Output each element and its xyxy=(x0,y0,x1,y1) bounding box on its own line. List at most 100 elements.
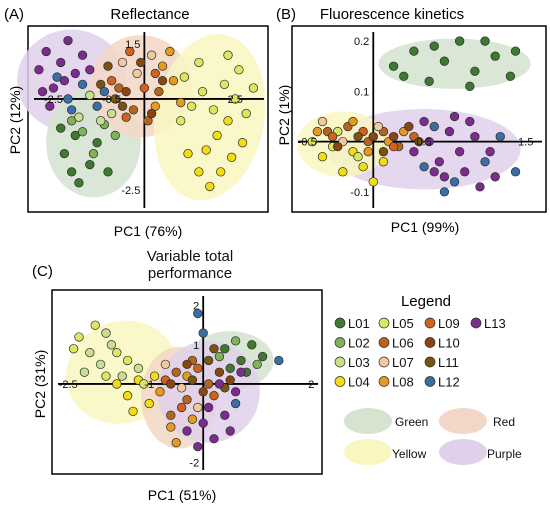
data-point-l13 xyxy=(70,68,80,79)
data-point-l03 xyxy=(106,108,117,119)
tick-label: 2 xyxy=(193,301,199,313)
data-point-l03 xyxy=(106,340,117,350)
data-point-l11 xyxy=(203,355,214,366)
data-point-l01 xyxy=(429,41,439,51)
legend-swatch xyxy=(424,356,436,368)
legend-swatch xyxy=(424,337,436,348)
panel-c-x-axis-label: PC1 (51%) xyxy=(148,487,216,503)
legend-group-swatch xyxy=(439,439,487,465)
tick-label: 0.1 xyxy=(354,86,369,98)
data-point-l12 xyxy=(495,131,505,142)
data-point-l08 xyxy=(155,387,165,397)
panel-a-points xyxy=(34,35,259,192)
data-point-l01 xyxy=(399,71,409,81)
data-point-l13 xyxy=(449,111,460,122)
panel-b-frame xyxy=(291,25,547,213)
data-point-l07 xyxy=(317,116,328,127)
data-point-l05 xyxy=(208,105,219,115)
legend-label: L07 xyxy=(392,355,414,370)
data-point-l12 xyxy=(419,162,429,172)
data-point-l09 xyxy=(193,363,203,373)
data-point-l04 xyxy=(112,379,122,389)
data-point-l08 xyxy=(363,147,373,157)
data-point-l01 xyxy=(70,130,80,141)
tick-label: -2 xyxy=(189,457,199,469)
data-point-l04 xyxy=(149,371,160,381)
data-point-l13 xyxy=(182,426,192,436)
legend-swatch xyxy=(378,356,390,368)
data-point-l05 xyxy=(179,72,190,82)
data-point-l05 xyxy=(248,83,259,93)
data-point-l03 xyxy=(96,116,106,126)
data-point-l01 xyxy=(220,344,230,354)
legend-item-l10: L10 xyxy=(424,336,460,351)
data-point-l12 xyxy=(439,187,450,197)
legend-label: L02 xyxy=(348,336,370,351)
legend-item-l13: L13 xyxy=(470,316,506,331)
data-point-l01 xyxy=(103,167,113,177)
legend-item-l07: L07 xyxy=(378,355,414,370)
data-point-l12 xyxy=(63,94,73,104)
data-point-l07 xyxy=(176,383,187,393)
data-point-l01 xyxy=(74,178,84,188)
panel-c-title-box: Variable total performance xyxy=(147,248,233,282)
legend-label: L03 xyxy=(348,355,370,370)
legend-label: L09 xyxy=(438,316,460,331)
data-point-l13 xyxy=(225,426,235,436)
data-point-l10 xyxy=(404,121,414,132)
data-point-l01 xyxy=(480,36,490,46)
data-point-l06 xyxy=(154,86,164,97)
legend-group-yellow: Yellow xyxy=(344,439,427,465)
legend-swatch xyxy=(334,337,346,348)
panel-a: (A) Reflectance -2.5 2.5 1.5 -2.5 -0.5 PC1 (… xyxy=(4,6,269,239)
data-point-l11 xyxy=(378,147,389,157)
data-point-l10 xyxy=(136,57,146,68)
data-point-l13 xyxy=(193,441,203,452)
data-point-l10 xyxy=(368,131,378,142)
legend-group-swatch xyxy=(344,439,392,465)
data-point-l01 xyxy=(388,61,399,71)
data-point-l01 xyxy=(454,36,465,46)
data-point-l06 xyxy=(182,394,192,405)
legend-swatch xyxy=(424,317,436,329)
data-point-l11 xyxy=(110,94,120,104)
data-point-l01 xyxy=(59,148,70,159)
tick-label: 2 xyxy=(308,379,314,391)
data-point-l02 xyxy=(214,351,225,362)
panel-c-points xyxy=(68,308,284,452)
data-point-l11 xyxy=(96,79,106,90)
data-point-l05 xyxy=(197,86,208,97)
data-point-l03 xyxy=(85,347,95,358)
data-point-l01 xyxy=(247,340,257,350)
data-point-l06 xyxy=(143,116,153,126)
legend-item-l11: L11 xyxy=(424,355,459,370)
legend-item-l01: L01 xyxy=(334,316,370,331)
data-point-l11 xyxy=(117,101,128,111)
data-point-l01 xyxy=(424,76,434,86)
data-point-l05 xyxy=(122,355,133,366)
data-point-l09 xyxy=(125,46,135,57)
data-point-l13 xyxy=(48,83,59,93)
data-point-l06 xyxy=(114,83,124,93)
data-point-l07 xyxy=(373,121,384,132)
data-point-l12 xyxy=(449,177,460,187)
data-point-l08 xyxy=(150,101,160,111)
data-point-l03 xyxy=(117,371,127,381)
data-point-l04 xyxy=(128,406,138,417)
tick-label: -0.5 xyxy=(298,137,317,149)
legend-label: L05 xyxy=(392,316,414,331)
panel-c-y-axis-label: PC2 (31%) xyxy=(32,350,48,418)
data-point-l13 xyxy=(220,410,230,420)
legend-label: L08 xyxy=(392,375,414,390)
data-point-l12 xyxy=(230,398,241,409)
data-point-l01 xyxy=(439,56,450,66)
data-point-l13 xyxy=(444,126,455,137)
legend-group-purple: Purple xyxy=(439,439,522,465)
data-point-l13 xyxy=(56,57,66,68)
panel-b-letter: (B) xyxy=(276,6,296,23)
data-point-l05 xyxy=(90,320,100,330)
data-point-l05 xyxy=(186,101,197,111)
panel-a-y-axis-label: PC2 (12%) xyxy=(7,86,23,154)
data-point-l13 xyxy=(77,50,88,60)
data-point-l01 xyxy=(92,138,102,148)
